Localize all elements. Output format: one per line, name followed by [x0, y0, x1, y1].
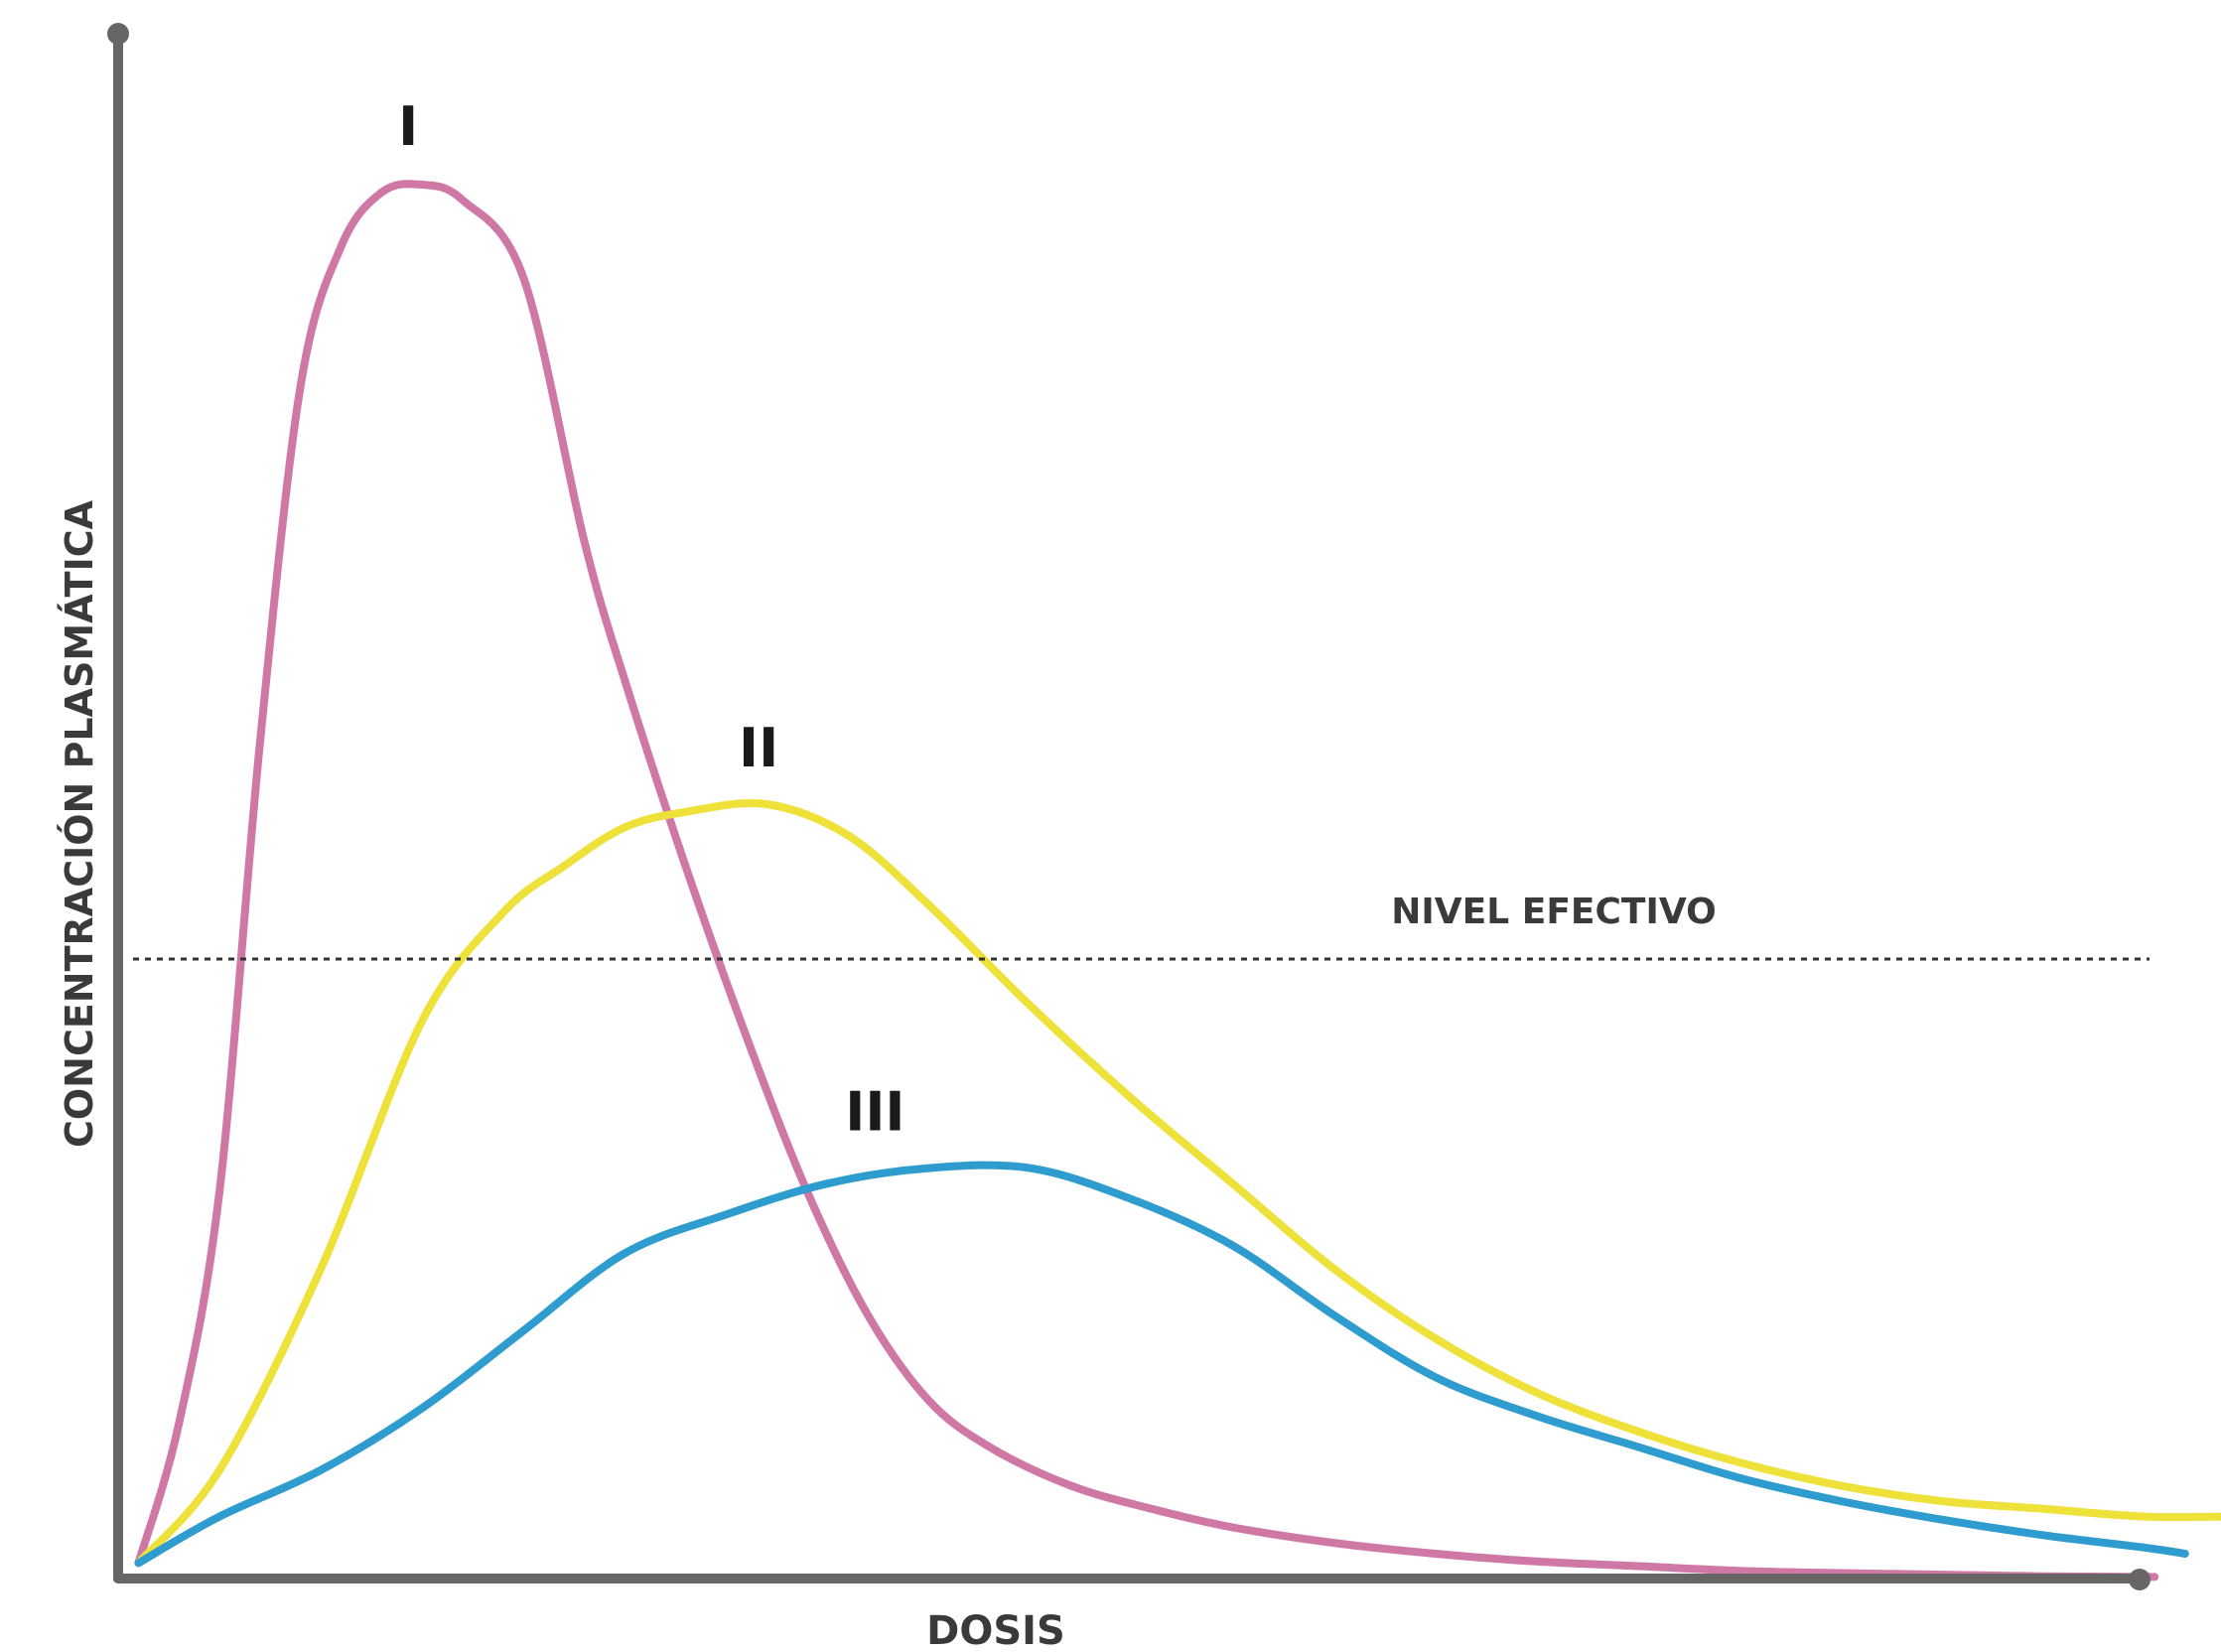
- series-line-ii: [134, 798, 2221, 1568]
- y-axis-end-dot: [107, 23, 129, 45]
- series-line-i: [134, 180, 2159, 1582]
- series-label-ii: II: [739, 717, 778, 779]
- effective-level-label: NIVEL EFECTIVO: [1391, 892, 1716, 932]
- x-axis-label: DOSIS: [926, 1608, 1065, 1647]
- series-layer: [134, 180, 2221, 1582]
- series-label-iii: III: [845, 1081, 904, 1144]
- series-line-iii: [134, 1161, 2189, 1568]
- x-axis-end-dot: [2129, 1569, 2151, 1590]
- axes-layer: [107, 23, 2151, 1590]
- series-label-i: I: [398, 95, 418, 158]
- y-axis-label: CONCENTRACIÓN PLASMÁTICA: [58, 499, 101, 1148]
